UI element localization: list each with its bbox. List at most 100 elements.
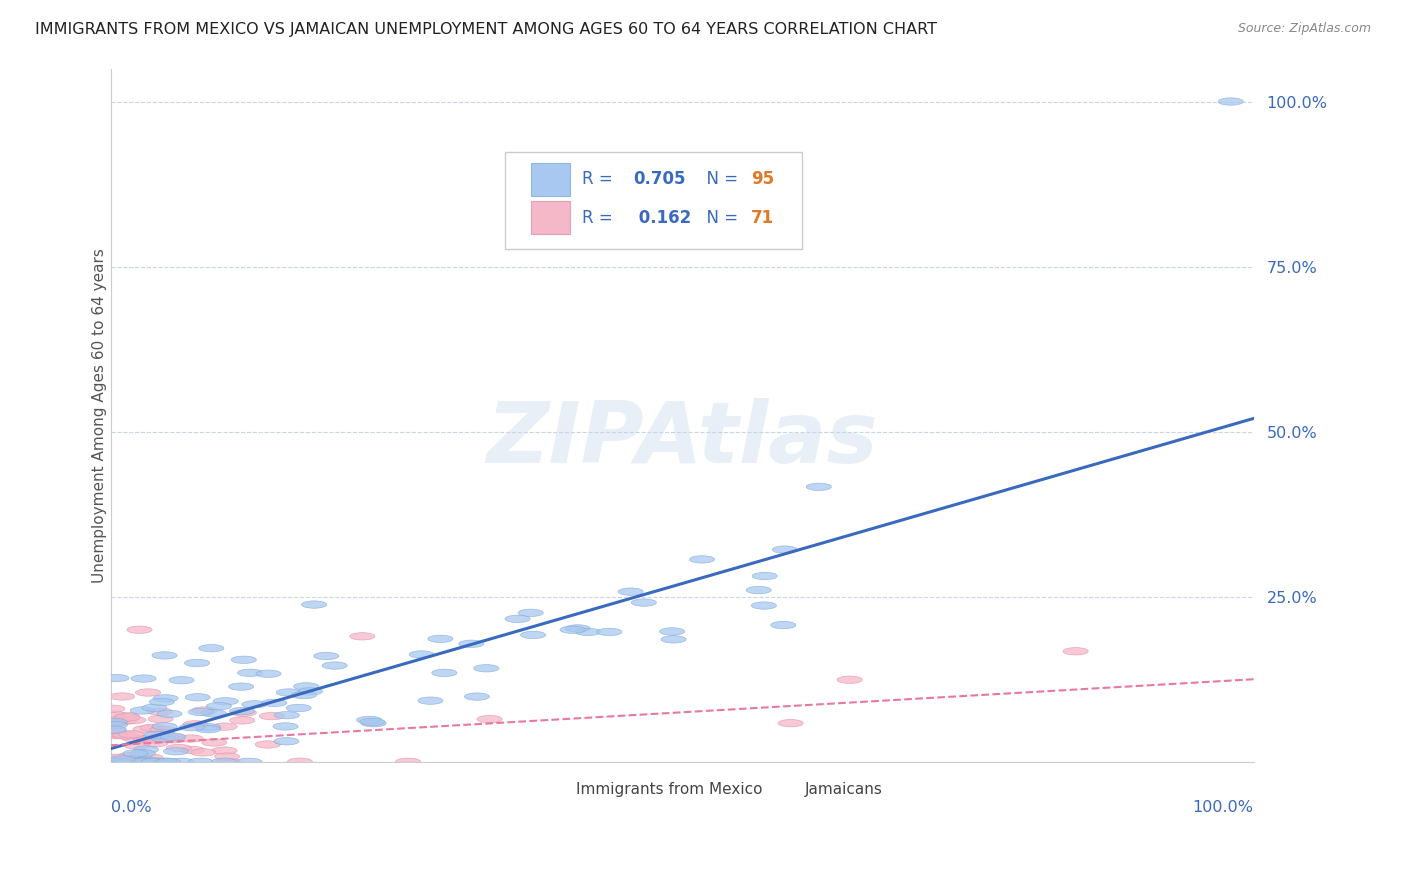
Ellipse shape bbox=[285, 705, 311, 712]
Ellipse shape bbox=[169, 758, 194, 765]
Ellipse shape bbox=[142, 758, 167, 765]
Ellipse shape bbox=[837, 676, 862, 683]
Ellipse shape bbox=[101, 756, 125, 763]
Ellipse shape bbox=[596, 628, 621, 636]
Ellipse shape bbox=[1218, 98, 1243, 105]
Ellipse shape bbox=[361, 720, 387, 727]
Ellipse shape bbox=[124, 742, 149, 749]
Ellipse shape bbox=[256, 670, 281, 677]
FancyBboxPatch shape bbox=[531, 201, 571, 235]
Ellipse shape bbox=[112, 717, 138, 724]
Ellipse shape bbox=[152, 723, 177, 731]
Ellipse shape bbox=[772, 546, 797, 553]
Ellipse shape bbox=[104, 674, 129, 681]
Ellipse shape bbox=[636, 236, 661, 244]
Ellipse shape bbox=[100, 705, 125, 713]
Text: Immigrants from Mexico: Immigrants from Mexico bbox=[576, 782, 762, 797]
Ellipse shape bbox=[418, 697, 443, 705]
Ellipse shape bbox=[322, 662, 347, 669]
Ellipse shape bbox=[195, 723, 221, 731]
Ellipse shape bbox=[229, 683, 253, 690]
Ellipse shape bbox=[314, 652, 339, 660]
Ellipse shape bbox=[146, 758, 172, 765]
Ellipse shape bbox=[689, 556, 714, 563]
Text: Source: ZipAtlas.com: Source: ZipAtlas.com bbox=[1237, 22, 1371, 36]
Ellipse shape bbox=[134, 746, 159, 753]
Ellipse shape bbox=[117, 752, 142, 760]
Ellipse shape bbox=[115, 714, 141, 721]
Ellipse shape bbox=[350, 632, 375, 640]
Ellipse shape bbox=[659, 628, 685, 635]
Ellipse shape bbox=[214, 698, 238, 705]
Ellipse shape bbox=[619, 588, 643, 595]
Ellipse shape bbox=[135, 689, 160, 696]
Ellipse shape bbox=[114, 712, 139, 720]
Ellipse shape bbox=[129, 758, 155, 765]
Ellipse shape bbox=[242, 700, 267, 708]
Ellipse shape bbox=[236, 758, 262, 765]
Ellipse shape bbox=[575, 628, 600, 636]
Ellipse shape bbox=[107, 758, 132, 765]
Ellipse shape bbox=[464, 693, 489, 700]
Ellipse shape bbox=[520, 632, 546, 639]
Ellipse shape bbox=[152, 731, 176, 739]
Ellipse shape bbox=[143, 739, 167, 747]
Ellipse shape bbox=[301, 601, 326, 608]
Ellipse shape bbox=[153, 695, 179, 702]
Ellipse shape bbox=[188, 758, 214, 765]
Ellipse shape bbox=[778, 720, 803, 727]
Ellipse shape bbox=[103, 722, 128, 729]
Ellipse shape bbox=[395, 758, 420, 765]
Text: N =: N = bbox=[696, 209, 744, 227]
Text: Jamaicans: Jamaicans bbox=[804, 782, 883, 797]
Ellipse shape bbox=[231, 657, 256, 664]
Ellipse shape bbox=[150, 726, 176, 733]
Ellipse shape bbox=[229, 707, 254, 714]
FancyBboxPatch shape bbox=[505, 152, 803, 249]
Ellipse shape bbox=[427, 635, 453, 642]
Ellipse shape bbox=[276, 689, 301, 696]
Ellipse shape bbox=[110, 693, 135, 700]
Ellipse shape bbox=[274, 712, 299, 719]
Ellipse shape bbox=[105, 754, 129, 762]
Ellipse shape bbox=[195, 725, 221, 733]
FancyBboxPatch shape bbox=[543, 778, 571, 801]
Ellipse shape bbox=[111, 731, 136, 739]
Ellipse shape bbox=[458, 640, 484, 648]
Ellipse shape bbox=[143, 736, 169, 743]
Ellipse shape bbox=[148, 708, 173, 715]
Ellipse shape bbox=[145, 731, 169, 739]
FancyBboxPatch shape bbox=[531, 163, 571, 196]
Ellipse shape bbox=[256, 741, 280, 748]
Ellipse shape bbox=[163, 747, 188, 755]
Ellipse shape bbox=[136, 758, 162, 765]
Ellipse shape bbox=[215, 758, 240, 765]
Ellipse shape bbox=[142, 758, 166, 765]
Ellipse shape bbox=[565, 624, 591, 632]
Ellipse shape bbox=[215, 753, 239, 760]
Ellipse shape bbox=[160, 736, 186, 743]
Ellipse shape bbox=[287, 758, 312, 765]
Ellipse shape bbox=[191, 748, 217, 756]
Ellipse shape bbox=[141, 724, 165, 731]
Ellipse shape bbox=[212, 723, 238, 731]
Ellipse shape bbox=[98, 719, 124, 727]
Ellipse shape bbox=[101, 726, 125, 733]
Ellipse shape bbox=[631, 599, 657, 607]
Text: 95: 95 bbox=[751, 170, 773, 188]
Ellipse shape bbox=[112, 731, 138, 739]
Ellipse shape bbox=[169, 676, 194, 684]
Ellipse shape bbox=[121, 734, 146, 742]
Ellipse shape bbox=[360, 718, 385, 725]
Text: N =: N = bbox=[696, 170, 744, 188]
Ellipse shape bbox=[148, 715, 173, 723]
Ellipse shape bbox=[105, 758, 131, 765]
Ellipse shape bbox=[110, 756, 135, 763]
Ellipse shape bbox=[98, 758, 124, 765]
Ellipse shape bbox=[747, 586, 772, 594]
Ellipse shape bbox=[232, 709, 256, 716]
Ellipse shape bbox=[157, 710, 183, 717]
Ellipse shape bbox=[184, 659, 209, 666]
Ellipse shape bbox=[661, 636, 686, 643]
Ellipse shape bbox=[274, 738, 299, 745]
